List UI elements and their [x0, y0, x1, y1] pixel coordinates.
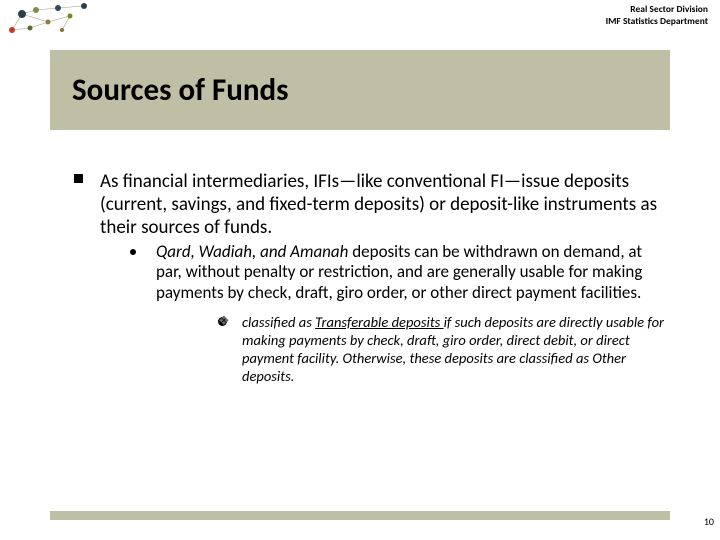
footer-bar	[50, 511, 670, 520]
title-band: Sources of Funds	[50, 50, 670, 130]
diamond-bullet-icon: ❖	[218, 317, 227, 326]
bullet-level2: Qard, Wadiah, and Amanah deposits can be…	[100, 242, 664, 386]
header: Real Sector Division IMF Statistics Depa…	[0, 0, 720, 40]
page-number: 10	[704, 515, 714, 528]
disc-bullet-icon	[130, 249, 136, 255]
slide: Real Sector Division IMF Statistics Depa…	[0, 0, 720, 540]
header-line2: IMF Statistics Department	[606, 16, 708, 28]
bullet-l2-italic: Qard, Wadiah, and Amanah	[156, 241, 348, 262]
header-graphic	[0, 0, 100, 40]
square-bullet-icon	[74, 174, 83, 183]
header-org: Real Sector Division IMF Statistics Depa…	[606, 4, 708, 28]
bullet-l3-a: classified as	[242, 313, 315, 331]
network-icon	[0, 0, 100, 40]
bullet-l3-underline: Transferable deposits	[315, 313, 443, 331]
bullet-l1-text: As financial intermediaries, IFIs—like c…	[100, 170, 657, 239]
slide-title: Sources of Funds	[72, 71, 288, 109]
bullet-level1: As financial intermediaries, IFIs—like c…	[74, 170, 664, 386]
content-area: As financial intermediaries, IFIs—like c…	[74, 170, 664, 392]
bullet-level3: ❖ classified as Transferable deposits if…	[156, 314, 664, 386]
